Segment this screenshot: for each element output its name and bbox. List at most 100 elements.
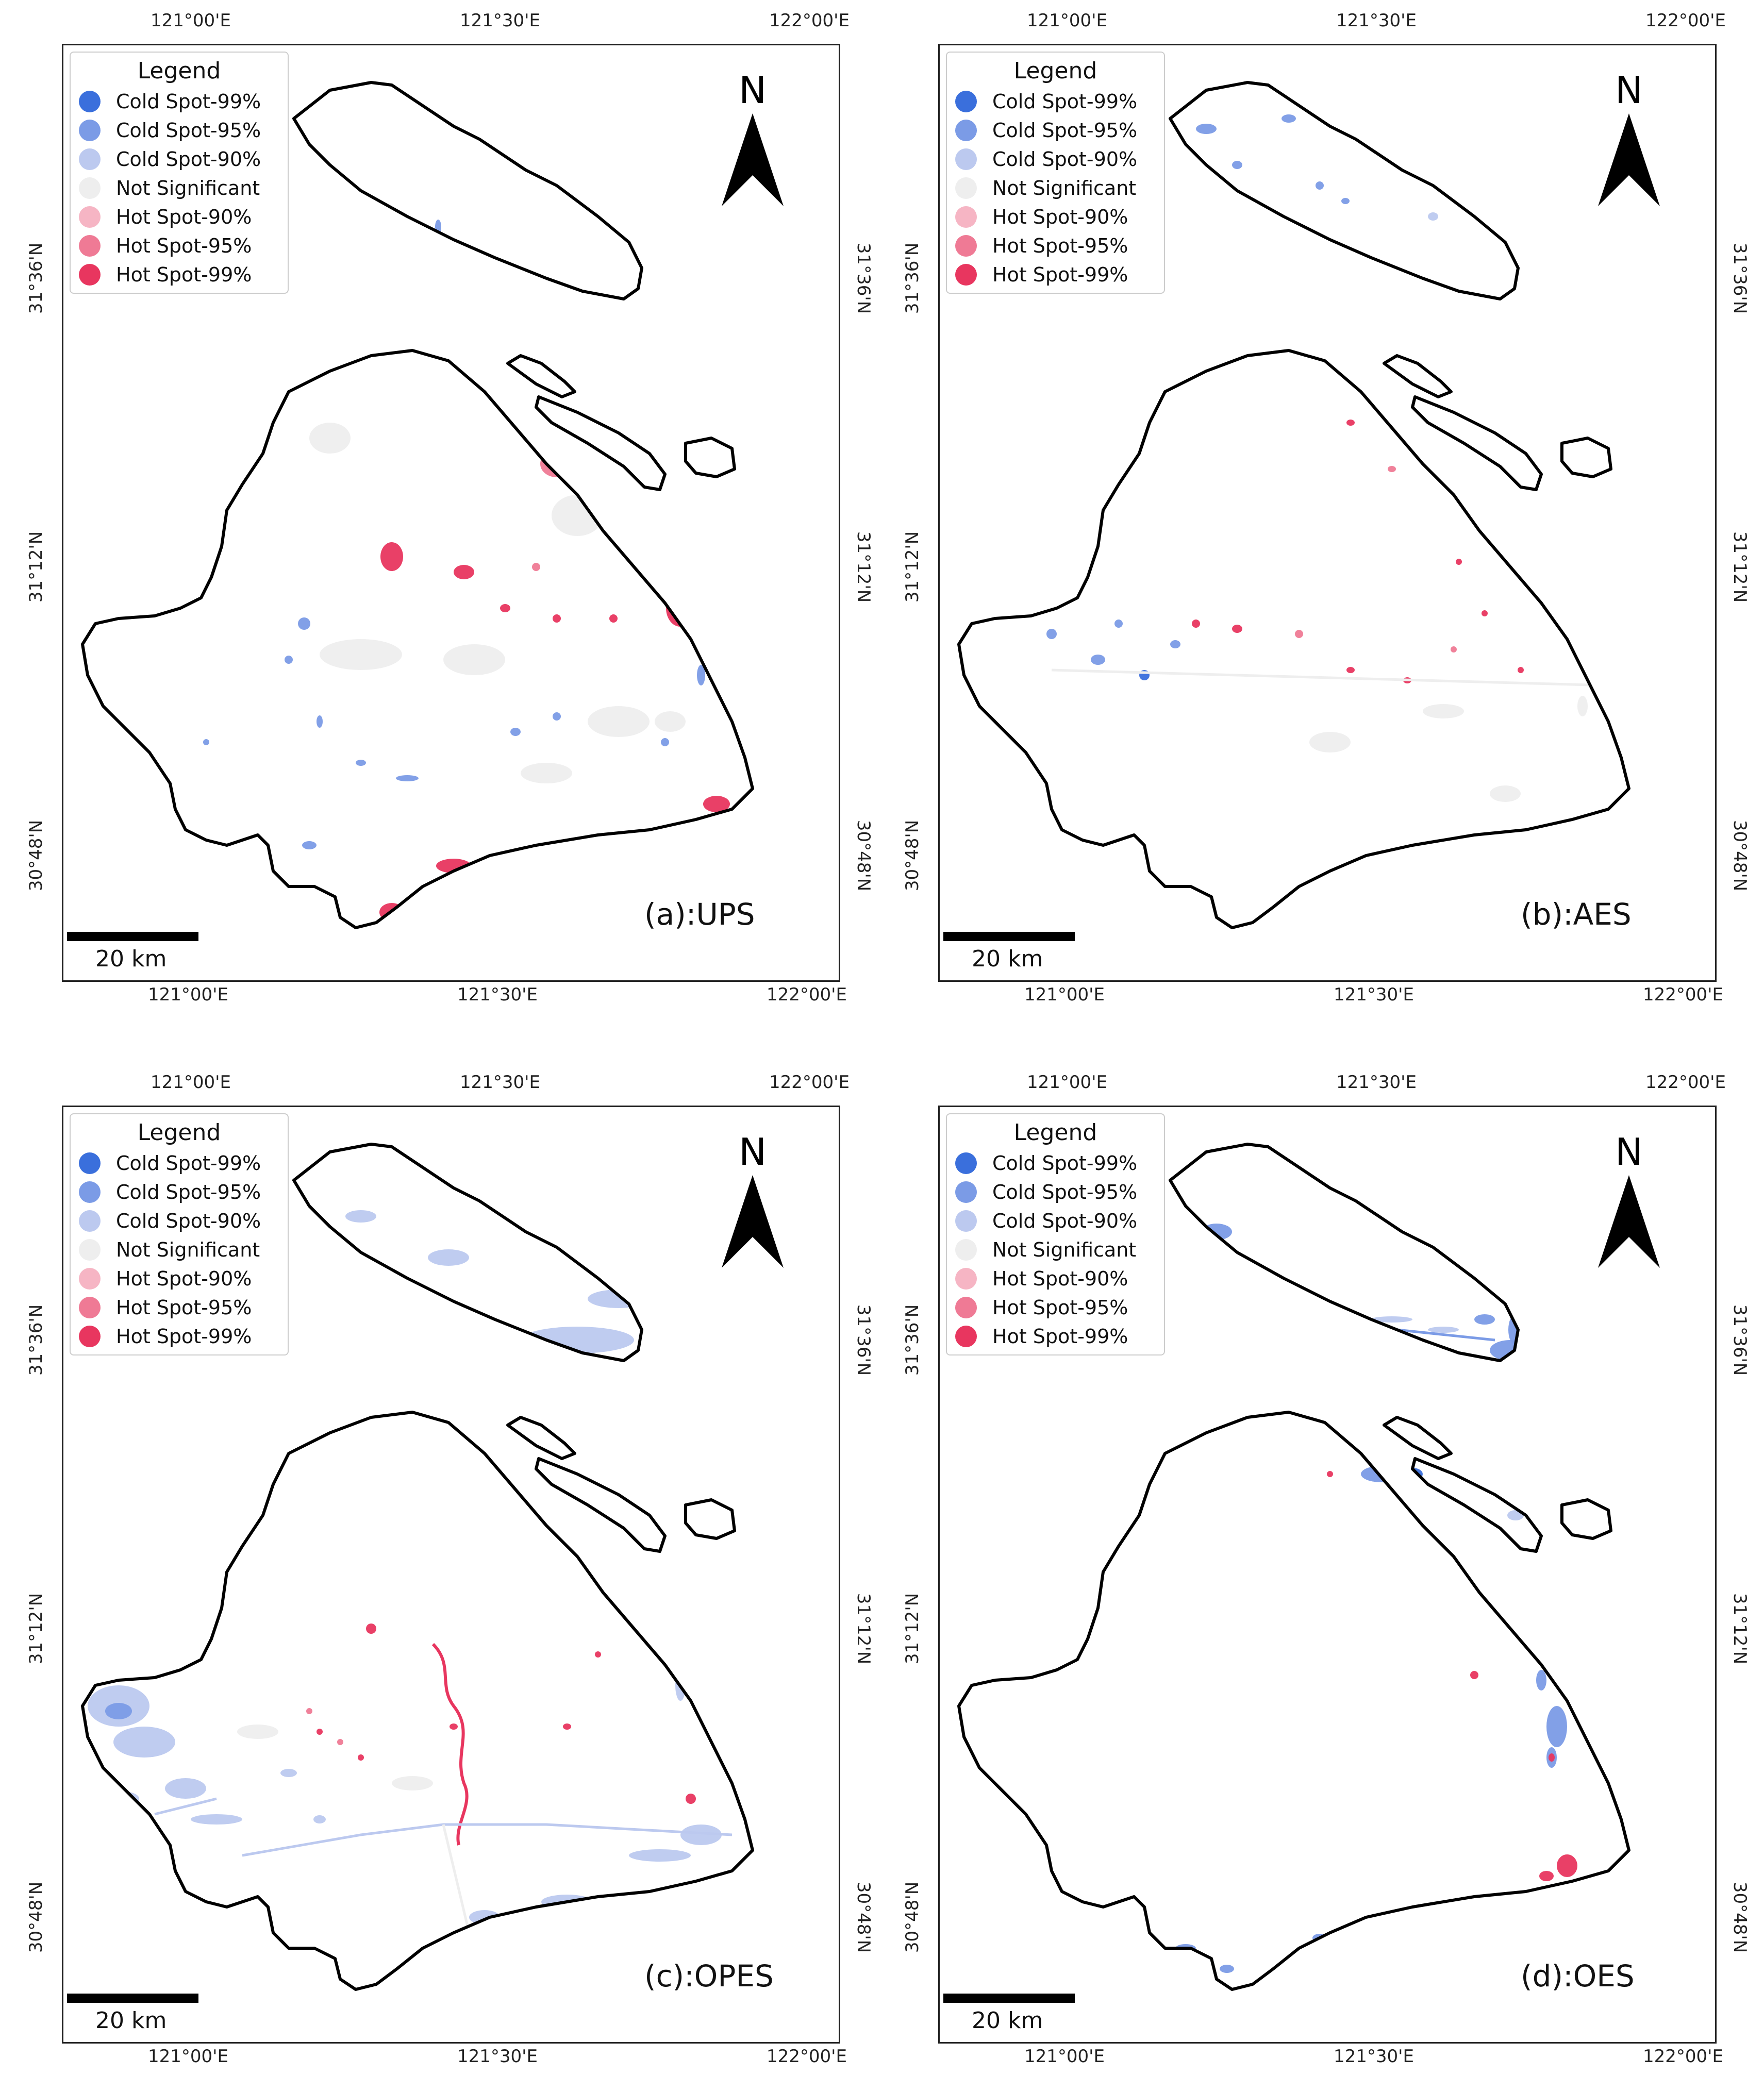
legend-item: Not Significant — [955, 1235, 1156, 1264]
cluster-patch — [1295, 630, 1303, 638]
hengsha-island-boundary — [1411, 1457, 1543, 1553]
legend-swatch — [955, 1181, 977, 1203]
cluster-patch — [1474, 1314, 1495, 1325]
legend-item: Hot Spot-90% — [955, 1264, 1156, 1293]
cluster-patch — [309, 423, 351, 454]
legend-item: Cold Spot-99% — [955, 87, 1156, 116]
chongming-island-fill — [1170, 82, 1518, 299]
changxing-island-boundary — [1383, 354, 1453, 398]
lon-tick-bottom: 121°00'E — [148, 2046, 228, 2067]
lon-tick-top: 122°00'E — [1645, 1072, 1726, 1093]
legend-swatch — [79, 120, 101, 141]
lat-tick-right: 31°12'N — [853, 531, 874, 603]
cluster-patch — [680, 1825, 722, 1845]
cluster-patch — [356, 760, 366, 766]
cluster-patch — [1451, 646, 1457, 652]
scale-label: 20 km — [95, 946, 167, 972]
lat-tick-right: 31°12'N — [1729, 1593, 1750, 1665]
legend-item: Hot Spot-99% — [955, 1322, 1156, 1351]
mainland-district-boundary — [957, 349, 1630, 929]
cluster-patch — [697, 665, 705, 685]
cluster-patch — [588, 1290, 650, 1308]
river-feature — [442, 1824, 471, 1933]
map-panel-4: N 121°00'E 121°00'E 121°30'E 121°30'E 122°00'… — [876, 1062, 1750, 2067]
lat-tick-right: 31°36'N — [1729, 242, 1750, 314]
cluster-patch — [1192, 620, 1200, 628]
legend-label: Hot Spot-90% — [116, 206, 252, 228]
cluster-patch — [302, 841, 317, 849]
lat-tick-right: 31°36'N — [853, 1304, 874, 1376]
legend-swatch — [79, 1152, 101, 1174]
cluster-patch — [306, 1708, 312, 1714]
cluster-patch — [510, 728, 521, 736]
lat-tick-left: 31°12'N — [26, 1593, 46, 1665]
cluster-patch — [686, 1794, 696, 1804]
river-feature — [431, 1643, 469, 1846]
cluster-patch — [1282, 114, 1296, 123]
legend-label: Cold Spot-95% — [992, 119, 1138, 142]
legend-item: Cold Spot-95% — [955, 116, 1156, 145]
small-island-boundary — [1560, 1498, 1612, 1540]
cluster-patch — [1170, 640, 1180, 648]
lat-tick-left: 31°36'N — [902, 1304, 923, 1376]
legend-item: Hot Spot-90% — [955, 203, 1156, 231]
lon-tick-top: 121°00'E — [1027, 1072, 1107, 1093]
cluster-patch — [1491, 475, 1499, 483]
cluster-patch — [396, 775, 419, 781]
cluster-patch — [1091, 655, 1105, 665]
lat-tick-right: 30°48'N — [1729, 1881, 1750, 1953]
cluster-patch — [237, 1725, 278, 1739]
legend-swatch — [79, 264, 101, 286]
north-label: N — [739, 1130, 767, 1174]
cluster-patch — [1456, 559, 1462, 565]
cluster-patch — [1316, 181, 1324, 190]
legend-item: Hot Spot-99% — [955, 260, 1156, 289]
small-island-fill — [1562, 1500, 1611, 1538]
legend-item: Cold Spot-90% — [79, 145, 279, 174]
legend-swatch — [79, 235, 101, 257]
lat-tick-right: 30°48'N — [1729, 819, 1750, 892]
cluster-patch — [450, 1723, 458, 1730]
changxing-island-boundary — [506, 354, 576, 398]
lon-tick-bottom: 122°00'E — [1643, 2046, 1723, 2067]
legend-label: Cold Spot-90% — [116, 1210, 261, 1232]
small-island-boundary — [1560, 437, 1612, 478]
lon-tick-bottom: 121°30'E — [1334, 984, 1414, 1005]
lon-tick-top: 121°30'E — [1336, 1072, 1417, 1093]
lat-tick-left: 31°36'N — [26, 242, 46, 314]
legend-swatch — [955, 148, 977, 170]
legend-label: Hot Spot-99% — [992, 263, 1128, 286]
panel-label: (a):UPS — [644, 897, 755, 932]
lon-tick-bottom: 122°00'E — [1643, 984, 1723, 1005]
lat-tick-left: 31°36'N — [902, 242, 923, 314]
legend-item: Hot Spot-99% — [79, 1322, 279, 1351]
map-panel-2: N 121°00'E 121°00'E 121°30'E 121°30'E 122°00'… — [876, 0, 1750, 1005]
lat-tick-left: 30°48'N — [26, 1881, 46, 1953]
cluster-patch — [1371, 1316, 1412, 1323]
lon-tick-top: 121°30'E — [1336, 10, 1417, 31]
cluster-patch — [1518, 667, 1524, 673]
chongming-island-boundary — [292, 1143, 643, 1362]
lon-tick-bottom: 121°00'E — [148, 984, 228, 1005]
cluster-patch — [1346, 420, 1355, 426]
legend-swatch — [79, 1268, 101, 1290]
legend-item: Hot Spot-99% — [79, 260, 279, 289]
lat-tick-left: 31°12'N — [902, 1593, 923, 1665]
legend-swatch — [955, 206, 977, 228]
cluster-patch — [1374, 129, 1389, 139]
legend-swatch — [79, 206, 101, 228]
legend-swatch — [79, 1297, 101, 1318]
chongming-island-fill — [294, 1144, 642, 1361]
cluster-patch — [553, 614, 561, 623]
cluster-patch — [443, 644, 505, 675]
legend: Legend Cold Spot-99% Cold Spot-95% Cold Spo… — [70, 52, 289, 294]
legend-item: Not Significant — [79, 1235, 279, 1264]
legend-item: Hot Spot-95% — [955, 231, 1156, 260]
legend-label: Cold Spot-90% — [116, 148, 261, 171]
cluster-patch — [1327, 1471, 1333, 1477]
lat-tick-left: 31°12'N — [26, 531, 46, 603]
cluster-patch — [629, 1849, 691, 1862]
legend-swatch — [79, 91, 101, 112]
legend-swatch — [955, 1326, 977, 1347]
cluster-patch — [1388, 466, 1396, 472]
